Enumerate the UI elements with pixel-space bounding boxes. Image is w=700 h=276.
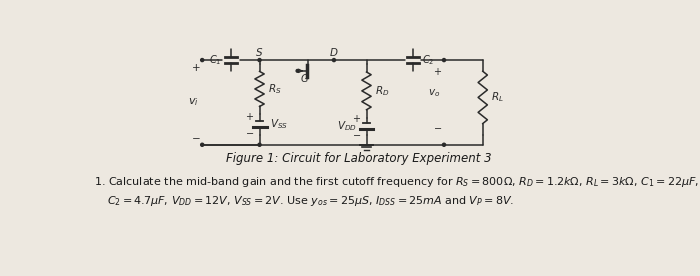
Circle shape [442,59,446,62]
Text: $C_2$: $C_2$ [422,53,435,67]
Text: $G$: $G$ [300,72,309,84]
Text: $C_1$: $C_1$ [209,53,222,67]
Text: $S$: $S$ [256,46,264,58]
Text: $V_{SS}$: $V_{SS}$ [270,118,288,131]
Text: $R_S$: $R_S$ [268,82,281,96]
Text: $+$: $+$ [191,62,201,73]
Text: $-$: $-$ [352,129,361,139]
Circle shape [332,59,335,62]
Circle shape [258,59,261,62]
Text: $-$: $-$ [433,122,442,132]
Text: $+$: $+$ [245,111,254,122]
Text: $v_o$: $v_o$ [428,88,440,99]
Text: $R_D$: $R_D$ [375,84,389,98]
Circle shape [201,143,204,146]
Text: $v_i$: $v_i$ [188,97,198,108]
Text: $+$: $+$ [352,113,361,124]
Circle shape [201,59,204,62]
Circle shape [258,143,261,146]
Text: 1. Calculate the mid-band gain and the first cutoff frequency for $R_S = 800\Ome: 1. Calculate the mid-band gain and the f… [94,175,699,189]
Text: $D$: $D$ [329,46,339,58]
Circle shape [442,143,446,146]
Text: $V_{DD}$: $V_{DD}$ [337,120,356,133]
Text: $R_L$: $R_L$ [491,91,504,104]
Text: $C_2 = 4.7\mu F$, $V_{DD} = 12V$, $V_{SS} = 2V$. Use $y_{os} = 25\mu S$, $I_{DSS: $C_2 = 4.7\mu F$, $V_{DD} = 12V$, $V_{SS… [107,194,514,208]
Text: Figure 1: Circuit for Laboratory Experiment 3: Figure 1: Circuit for Laboratory Experim… [226,152,491,165]
Circle shape [296,70,299,72]
Text: $+$: $+$ [433,66,442,77]
Text: $-$: $-$ [191,132,201,142]
Text: $-$: $-$ [245,127,254,137]
